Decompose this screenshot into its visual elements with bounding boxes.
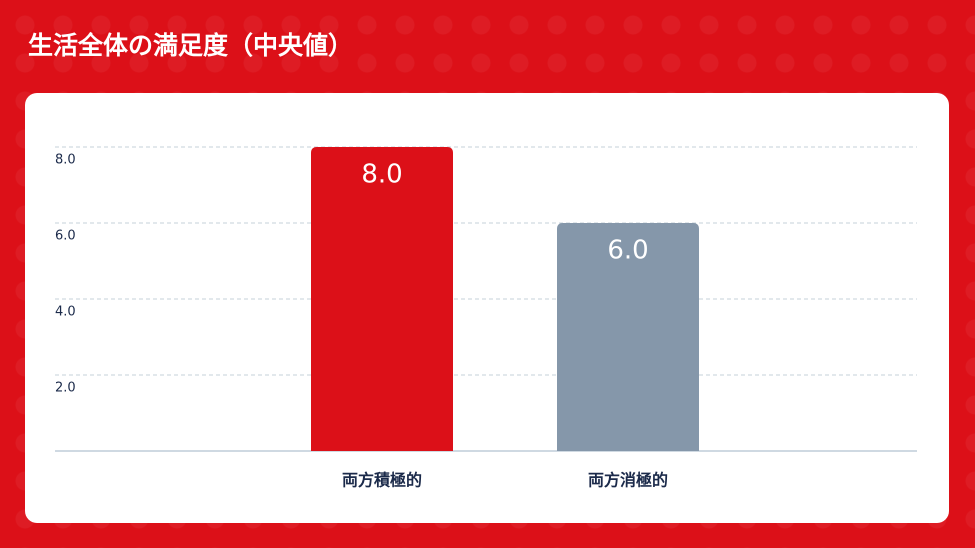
- bar: [311, 147, 453, 451]
- y-tick-label: 6.0: [55, 229, 76, 244]
- x-tick-label: 両方消極的: [588, 471, 668, 490]
- y-tick-label: 4.0: [55, 305, 76, 320]
- value-label: 6.0: [607, 236, 648, 266]
- chart-title: 生活全体の満足度（中央値）: [28, 31, 353, 60]
- bar: [557, 223, 699, 451]
- value-label: 8.0: [361, 160, 402, 190]
- y-tick-label: 2.0: [55, 381, 76, 396]
- x-tick-label: 両方積極的: [342, 471, 422, 490]
- y-tick-label: 8.0: [55, 153, 76, 168]
